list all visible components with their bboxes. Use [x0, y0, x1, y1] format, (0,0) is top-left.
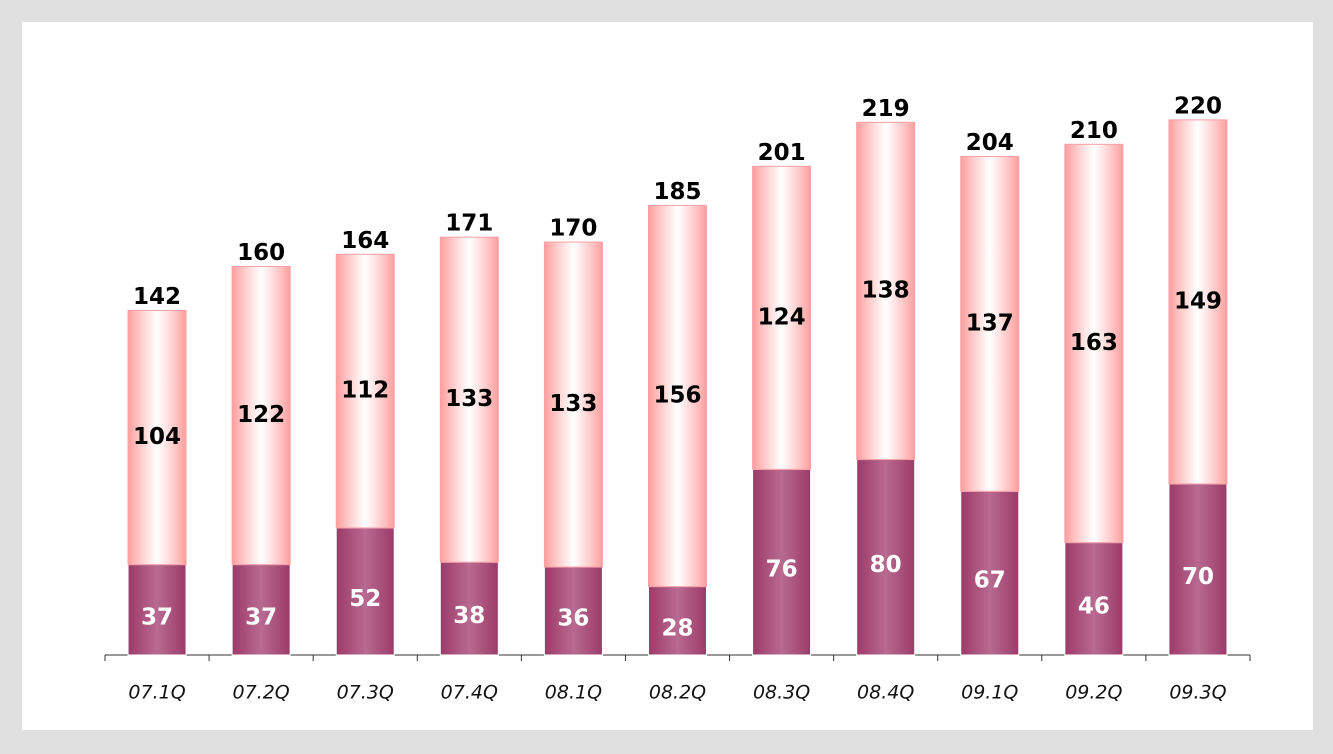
segment-label: 37: [245, 604, 277, 630]
x-tick-label: 08.3Q: [753, 682, 810, 704]
bar-segment: [1168, 119, 1228, 485]
bar-segment: [335, 527, 395, 656]
x-tick-label: 08.1Q: [545, 682, 602, 704]
segment-label: 133: [549, 391, 597, 417]
segment-label: 46: [1078, 593, 1110, 619]
segment-label: 38: [453, 603, 485, 629]
segment-label: 112: [341, 378, 389, 404]
total-label: 171: [445, 211, 493, 237]
segment-label: 70: [1182, 564, 1214, 590]
total-label: 220: [1174, 93, 1222, 119]
bar-segment: [648, 586, 707, 656]
x-tick-label: 07.4Q: [441, 682, 498, 704]
segment-label: 156: [653, 382, 701, 408]
total-label: 210: [1070, 118, 1118, 144]
segment-label: 104: [133, 424, 181, 450]
segment-label: 36: [557, 606, 589, 632]
segment-label: 122: [237, 402, 285, 428]
segment-label: 133: [445, 386, 493, 412]
total-label: 204: [966, 130, 1014, 156]
segment-label: 149: [1174, 288, 1222, 314]
bar-segment: [856, 459, 916, 656]
bar-segment: [960, 490, 1020, 656]
total-label: 164: [341, 228, 389, 254]
segment-label: 67: [974, 568, 1006, 594]
x-tick-label: 09.3Q: [1169, 682, 1226, 704]
total-label: 170: [549, 216, 597, 242]
segment-label: 138: [862, 277, 910, 303]
bar-segment: [1168, 483, 1228, 656]
segment-label: 163: [1070, 330, 1118, 356]
x-tick-label: 07.2Q: [233, 682, 290, 704]
x-tick-label: 09.2Q: [1065, 682, 1122, 704]
segment-label: 28: [661, 615, 693, 641]
x-tick-label: 07.1Q: [128, 682, 185, 704]
segment-label: 80: [870, 552, 902, 578]
bar-segment: [752, 165, 812, 470]
bar-segment: [439, 236, 499, 563]
segment-label: 52: [349, 586, 381, 612]
total-label: 142: [133, 284, 181, 310]
bar-segment: [335, 253, 395, 529]
bar-segment: [856, 121, 916, 461]
bar-segment: [1064, 542, 1124, 656]
total-label: 201: [758, 140, 806, 166]
total-label: 185: [653, 179, 701, 205]
segment-label: 137: [966, 310, 1014, 336]
x-tick-label: 08.2Q: [649, 682, 706, 704]
bar-segment: [127, 564, 187, 656]
bar-segment: [231, 265, 291, 566]
segment-label: 76: [766, 557, 798, 583]
segment-label: 37: [141, 604, 173, 630]
bar-segment: [1064, 143, 1124, 544]
bar-segment: [648, 204, 707, 588]
bar-segment: [543, 566, 603, 656]
bar-segment: [960, 156, 1020, 492]
bar-segment: [231, 564, 291, 656]
x-tick-label: 09.1Q: [961, 682, 1018, 704]
x-tick-label: 07.3Q: [337, 682, 394, 704]
x-tick-label: 08.4Q: [857, 682, 914, 704]
segment-label: 124: [758, 304, 806, 330]
total-label: 219: [862, 96, 910, 122]
bar-segment: [127, 309, 187, 566]
bar-segment: [752, 468, 812, 656]
bar-segment: [543, 241, 603, 568]
total-label: 160: [237, 240, 285, 266]
